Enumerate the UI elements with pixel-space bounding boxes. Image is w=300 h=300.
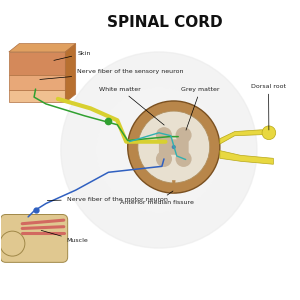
Circle shape: [172, 145, 176, 149]
Circle shape: [176, 127, 192, 143]
Text: Nerve fiber of the sensory neuron: Nerve fiber of the sensory neuron: [40, 69, 184, 80]
Circle shape: [156, 151, 172, 167]
Circle shape: [138, 111, 210, 183]
Text: Nerve fiber of the motor neuron: Nerve fiber of the motor neuron: [47, 196, 168, 202]
FancyBboxPatch shape: [1, 214, 68, 262]
FancyBboxPatch shape: [9, 90, 65, 102]
FancyBboxPatch shape: [9, 75, 65, 90]
Circle shape: [0, 231, 25, 256]
Circle shape: [61, 52, 257, 248]
Text: Muscle: Muscle: [41, 230, 88, 243]
Text: Grey matter: Grey matter: [181, 87, 220, 130]
Polygon shape: [172, 180, 175, 194]
FancyBboxPatch shape: [9, 52, 65, 75]
Polygon shape: [9, 44, 76, 52]
Circle shape: [176, 151, 192, 167]
Text: SPINAL CORD: SPINAL CORD: [107, 15, 223, 30]
Text: Skin: Skin: [54, 51, 91, 60]
Text: White matter: White matter: [99, 87, 164, 125]
Circle shape: [262, 126, 276, 140]
Circle shape: [128, 101, 220, 193]
Text: Anterior median fissure: Anterior median fissure: [121, 191, 194, 205]
Circle shape: [97, 88, 221, 212]
Polygon shape: [65, 44, 76, 102]
FancyBboxPatch shape: [159, 139, 189, 155]
Polygon shape: [220, 130, 275, 144]
Text: Dorsal root: Dorsal root: [251, 84, 286, 130]
Circle shape: [156, 127, 172, 143]
Polygon shape: [220, 151, 273, 164]
